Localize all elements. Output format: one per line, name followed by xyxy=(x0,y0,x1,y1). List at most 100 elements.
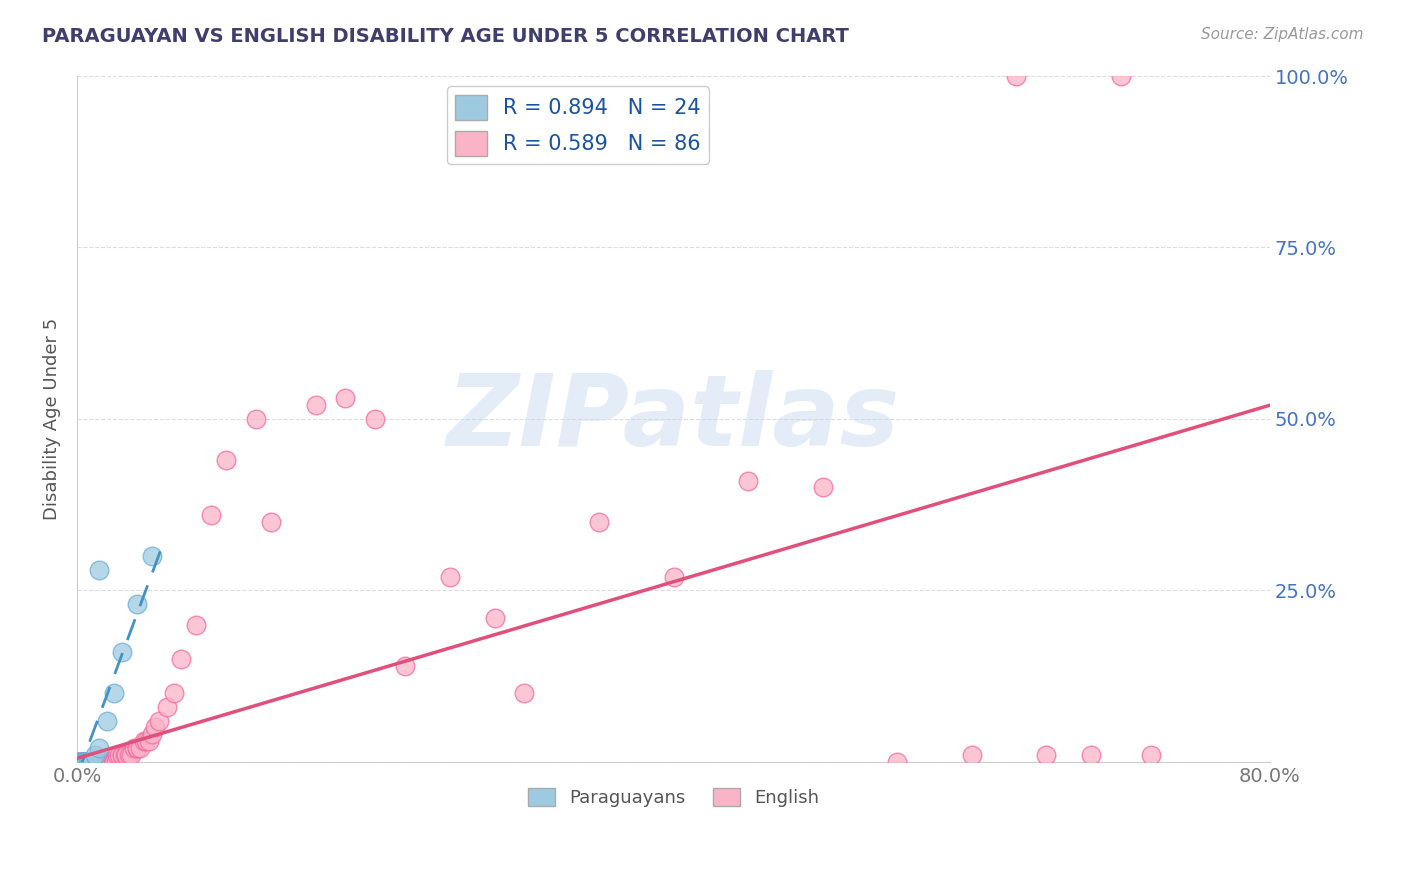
Point xyxy=(135,734,157,748)
Point xyxy=(72,755,94,769)
Point xyxy=(484,611,506,625)
Point xyxy=(115,747,138,762)
Point xyxy=(245,412,267,426)
Point xyxy=(103,755,125,769)
Point xyxy=(84,755,107,769)
Point xyxy=(513,686,536,700)
Point xyxy=(69,755,91,769)
Point xyxy=(125,741,148,756)
Point xyxy=(70,755,93,769)
Point xyxy=(76,755,98,769)
Point xyxy=(84,747,107,762)
Point xyxy=(69,755,91,769)
Point xyxy=(101,755,124,769)
Point xyxy=(72,755,94,769)
Point xyxy=(148,714,170,728)
Text: ZIPatlas: ZIPatlas xyxy=(447,370,900,467)
Point xyxy=(94,755,117,769)
Point xyxy=(69,755,91,769)
Point xyxy=(1080,747,1102,762)
Point xyxy=(141,549,163,563)
Point xyxy=(108,747,131,762)
Point xyxy=(73,755,96,769)
Point xyxy=(186,617,208,632)
Point xyxy=(70,755,93,769)
Point xyxy=(811,480,834,494)
Point xyxy=(84,755,107,769)
Point xyxy=(143,721,166,735)
Point xyxy=(67,755,90,769)
Point xyxy=(103,686,125,700)
Point xyxy=(91,755,114,769)
Point xyxy=(67,755,90,769)
Point xyxy=(1035,747,1057,762)
Point xyxy=(79,755,101,769)
Point xyxy=(76,755,98,769)
Point xyxy=(134,734,156,748)
Point xyxy=(77,755,100,769)
Point xyxy=(1005,69,1028,83)
Point xyxy=(79,755,101,769)
Point xyxy=(82,755,104,769)
Point xyxy=(588,515,610,529)
Point xyxy=(1139,747,1161,762)
Point xyxy=(125,597,148,611)
Point xyxy=(82,755,104,769)
Point xyxy=(170,652,193,666)
Point xyxy=(98,755,121,769)
Point xyxy=(125,741,148,756)
Point xyxy=(335,392,357,406)
Point xyxy=(111,747,134,762)
Point xyxy=(80,755,103,769)
Point xyxy=(111,645,134,659)
Point xyxy=(100,755,122,769)
Y-axis label: Disability Age Under 5: Disability Age Under 5 xyxy=(44,318,60,520)
Point xyxy=(87,755,110,769)
Point xyxy=(77,755,100,769)
Point xyxy=(80,755,103,769)
Point xyxy=(69,755,91,769)
Point xyxy=(118,747,141,762)
Point xyxy=(96,755,118,769)
Point xyxy=(87,755,110,769)
Point xyxy=(138,734,160,748)
Point xyxy=(364,412,387,426)
Point xyxy=(72,755,94,769)
Point xyxy=(89,563,111,577)
Point xyxy=(75,755,97,769)
Point xyxy=(80,755,103,769)
Point xyxy=(75,755,97,769)
Point xyxy=(79,755,101,769)
Text: Source: ZipAtlas.com: Source: ZipAtlas.com xyxy=(1201,27,1364,42)
Point xyxy=(72,755,94,769)
Point xyxy=(104,755,127,769)
Point xyxy=(76,755,98,769)
Point xyxy=(105,747,128,762)
Point xyxy=(90,755,112,769)
Point xyxy=(122,741,145,756)
Point xyxy=(215,453,238,467)
Point xyxy=(141,727,163,741)
Point xyxy=(89,755,111,769)
Point xyxy=(114,747,136,762)
Point xyxy=(70,755,93,769)
Point xyxy=(96,714,118,728)
Point xyxy=(86,755,108,769)
Point xyxy=(86,755,108,769)
Point xyxy=(89,755,111,769)
Point xyxy=(77,755,100,769)
Point xyxy=(93,755,115,769)
Point xyxy=(111,747,134,762)
Point xyxy=(163,686,186,700)
Point xyxy=(75,755,97,769)
Point xyxy=(70,755,93,769)
Point xyxy=(80,755,103,769)
Point xyxy=(1109,69,1132,83)
Point xyxy=(260,515,283,529)
Point xyxy=(96,755,118,769)
Point xyxy=(305,398,328,412)
Point xyxy=(439,569,461,583)
Point xyxy=(128,741,150,756)
Point xyxy=(120,747,142,762)
Point xyxy=(75,755,97,769)
